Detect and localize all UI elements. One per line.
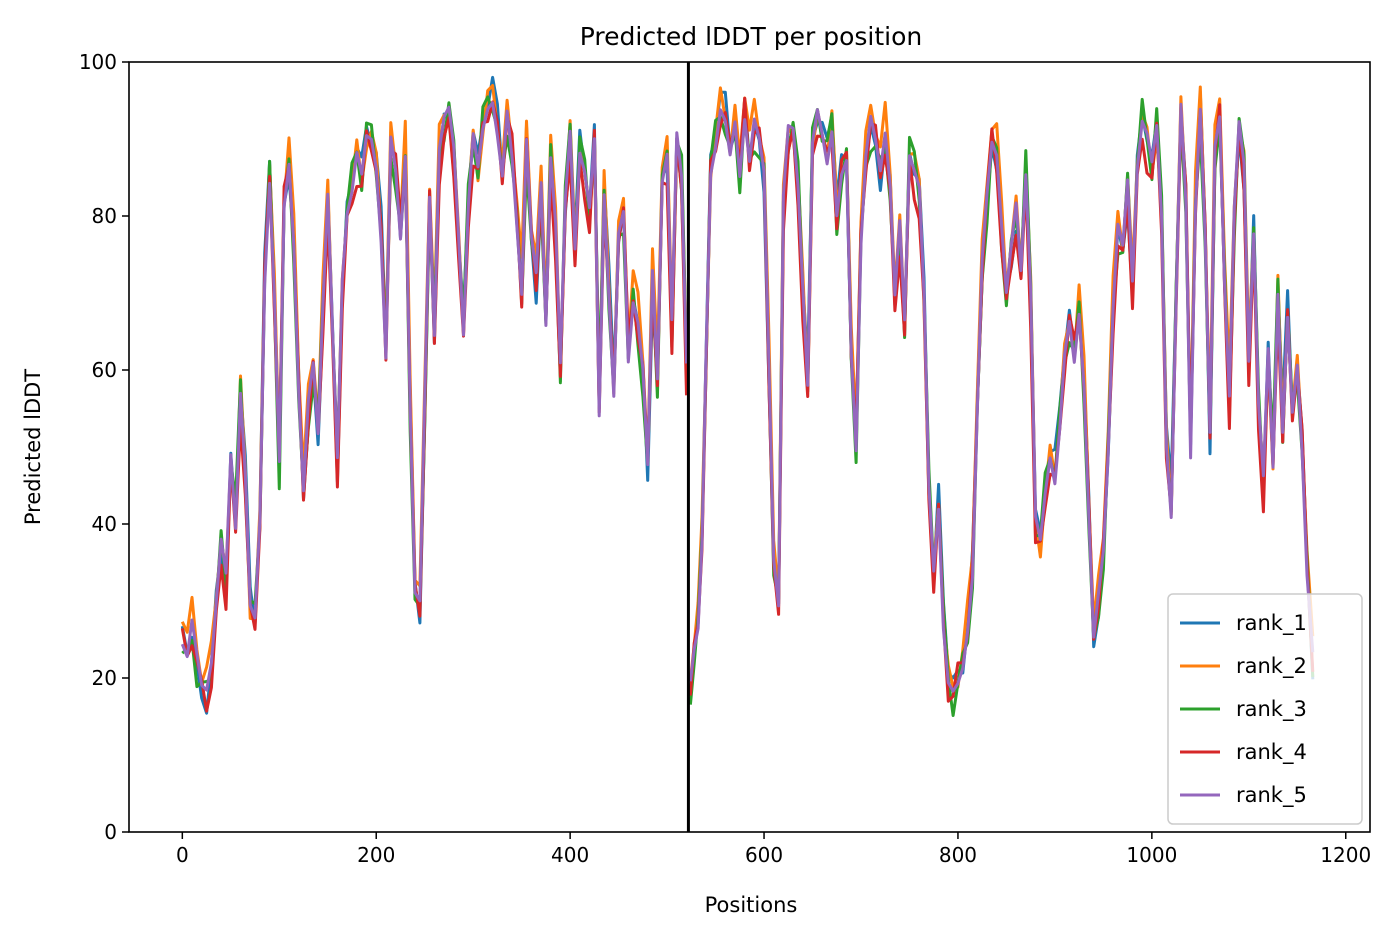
y-tick-label: 0	[104, 820, 117, 844]
series-layer	[180, 75, 1315, 717]
x-axis-title: Positions	[705, 893, 798, 917]
y-tick-label: 60	[92, 358, 117, 382]
chart-title: Predicted lDDT per position	[580, 22, 922, 51]
legend-label: rank_2	[1236, 654, 1307, 679]
legend: rank_1 rank_2 rank_3 rank_4 rank_5	[1167, 593, 1363, 825]
legend-label: rank_3	[1236, 697, 1307, 722]
legend-label: rank_4	[1236, 740, 1307, 765]
series-line-rank_5	[180, 101, 1315, 693]
x-axis: 0 200 400 600 800 1000 1200	[176, 832, 1371, 867]
y-tick-label: 20	[92, 666, 117, 690]
y-axis-title: Predicted lDDT	[21, 369, 45, 525]
legend-label: rank_1	[1236, 611, 1307, 636]
y-axis: 0 20 40 60 80 100	[79, 50, 129, 844]
x-tick-label: 0	[176, 843, 189, 867]
legend-label: rank_5	[1236, 783, 1307, 808]
x-tick-label: 1000	[1126, 843, 1177, 867]
x-tick-label: 800	[939, 843, 977, 867]
x-tick-label: 600	[745, 843, 783, 867]
plot-frame	[128, 61, 1371, 833]
x-tick-label: 1200	[1320, 843, 1371, 867]
x-tick-label: 400	[551, 843, 589, 867]
x-tick-label: 200	[357, 843, 395, 867]
legend-box	[1167, 593, 1363, 825]
y-tick-label: 40	[92, 512, 117, 536]
y-tick-label: 80	[92, 204, 117, 228]
y-tick-label: 100	[79, 50, 117, 74]
